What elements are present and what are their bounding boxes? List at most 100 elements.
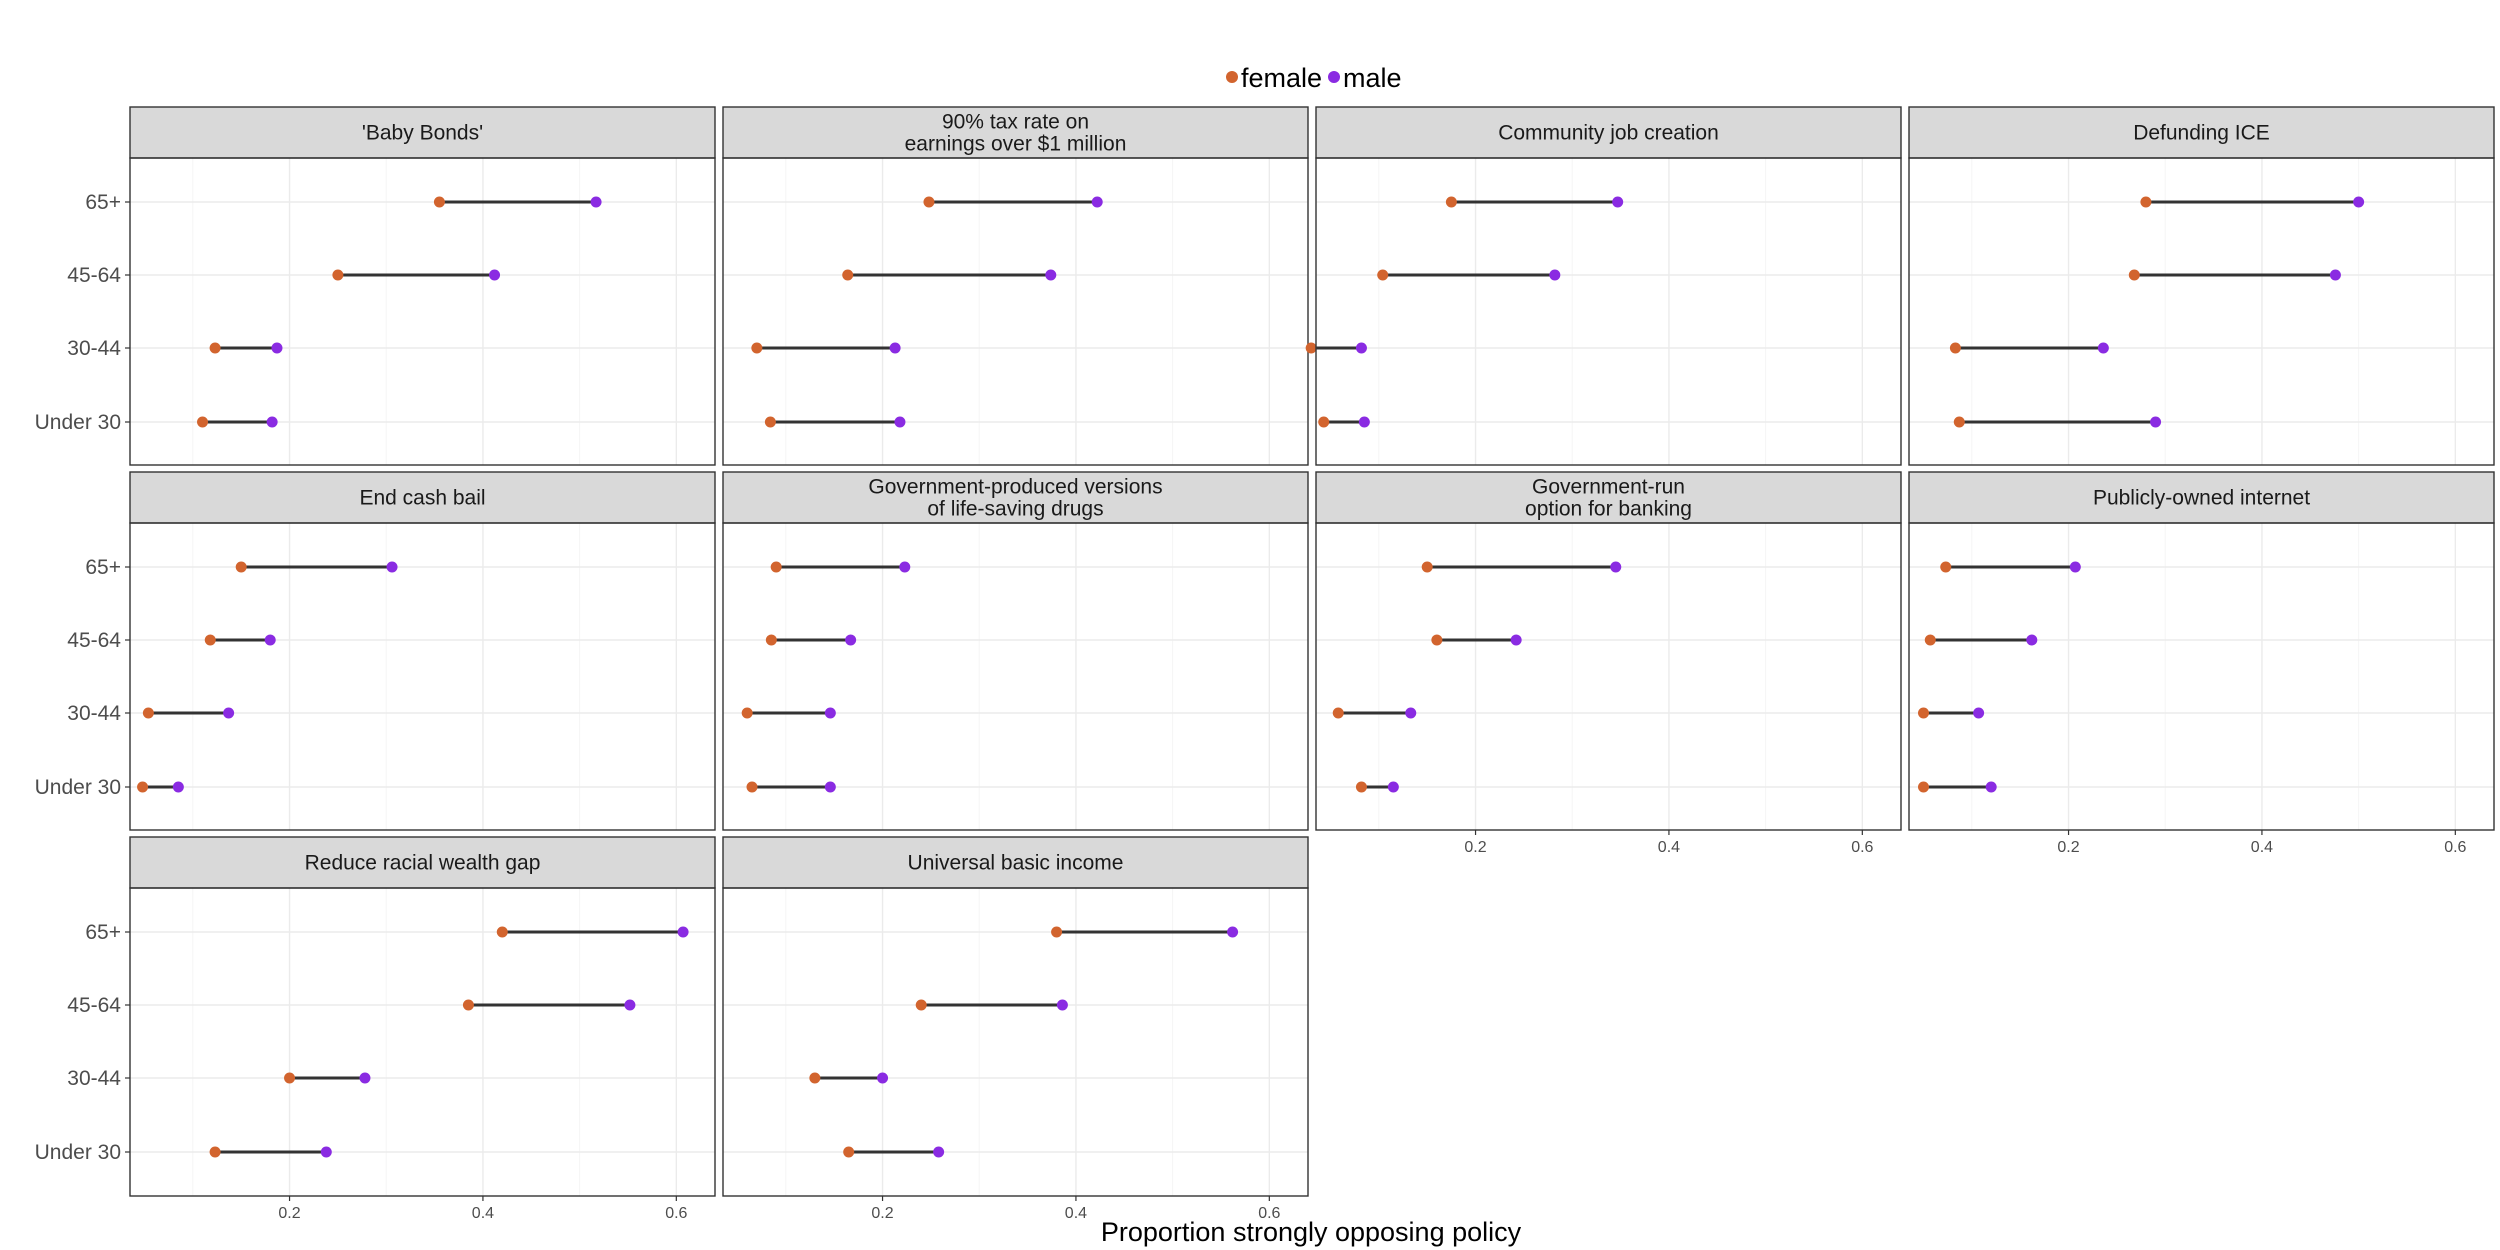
male-point <box>2150 416 2162 428</box>
y-tick-label: 45-64 <box>67 994 121 1017</box>
strip-title: Government-run option for banking <box>1525 476 1692 521</box>
strip-title: End cash bail <box>359 487 485 510</box>
facet-panels: 'Baby Bonds' 65+ 45-64 30-44 Under 30 90% tax… <box>35 106 2495 1222</box>
male-point <box>2097 342 2109 354</box>
facet-panel: 90% tax rate on earnings over $1 million <box>722 106 1309 466</box>
female-point <box>1918 781 1930 793</box>
y-tick-label: Under 30 <box>35 776 121 799</box>
female-point <box>1318 416 1330 428</box>
panel-background <box>130 523 715 830</box>
facet-panel: Publicly-owned internet 0.2 0.4 0.6 <box>1908 471 2495 856</box>
facet-panel: Government-produced versions of life-savi… <box>722 471 1309 831</box>
female-point <box>197 416 209 428</box>
female-point <box>1421 561 1433 573</box>
male-point <box>894 416 906 428</box>
legend-male-label: male <box>1343 63 1402 93</box>
legend-male-dot <box>1328 71 1340 83</box>
panel-background <box>723 888 1308 1196</box>
strip-background <box>722 836 1309 889</box>
panel-background <box>1909 158 2494 465</box>
x-tick-label: 0.4 <box>472 1205 494 1222</box>
y-tick-label: 45-64 <box>67 264 121 287</box>
x-tick-label: 0.4 <box>1658 839 1680 856</box>
male-point <box>271 342 283 354</box>
female-point <box>462 999 474 1011</box>
female-point <box>1305 342 1317 354</box>
male-point <box>223 707 235 719</box>
male-point <box>933 1146 945 1158</box>
facet-panel: Community job creation <box>1305 106 1902 466</box>
male-point <box>1610 561 1622 573</box>
female-point <box>433 196 445 208</box>
male-point <box>1985 781 1997 793</box>
panel-border <box>1315 157 1902 466</box>
female-point <box>235 561 247 573</box>
strip-title: 90% tax rate on earnings over $1 million <box>905 111 1127 156</box>
male-point <box>359 1072 371 1084</box>
male-point <box>266 416 278 428</box>
female-point <box>764 416 776 428</box>
male-point <box>1355 342 1367 354</box>
male-point <box>590 196 602 208</box>
female-point <box>496 926 508 938</box>
legend: female male <box>1226 63 1402 93</box>
female-point <box>741 707 753 719</box>
y-tick-label: 65+ <box>85 556 121 579</box>
female-point <box>1940 561 1952 573</box>
strip-title: Publicly-owned internet <box>2093 487 2310 510</box>
facet-panel: 'Baby Bonds' 65+ 45-64 30-44 Under 30 <box>35 106 716 466</box>
x-tick-label: 0.2 <box>2057 839 2079 856</box>
male-point <box>624 999 636 1011</box>
male-point <box>489 269 501 281</box>
male-point <box>1091 196 1103 208</box>
female-point <box>1924 634 1936 646</box>
panel-border <box>129 157 716 466</box>
x-axis-label: Proportion strongly opposing policy <box>1101 1217 1522 1247</box>
strip-background <box>1315 471 1902 524</box>
panel-background <box>723 158 1308 465</box>
panel-border <box>1908 157 2495 466</box>
female-point <box>2128 269 2140 281</box>
y-tick-label: 65+ <box>85 921 121 944</box>
female-point <box>765 634 777 646</box>
female-point <box>770 561 782 573</box>
male-point <box>824 707 836 719</box>
female-point <box>1445 196 1457 208</box>
strip-title: Government-produced versions of life-savi… <box>868 476 1162 521</box>
strip-background <box>722 471 1309 524</box>
male-point <box>1405 707 1417 719</box>
facet-panel: Reduce racial wealth gap 65+ 45-64 30-44 Und… <box>35 836 716 1222</box>
male-point <box>386 561 398 573</box>
female-point <box>843 1146 855 1158</box>
y-tick-label: 30-44 <box>67 337 121 360</box>
male-point <box>1056 999 1068 1011</box>
panel-background <box>1316 158 1901 465</box>
female-point <box>209 342 221 354</box>
x-tick-label: 0.6 <box>1851 839 1873 856</box>
strip-title: Universal basic income <box>908 852 1124 875</box>
male-point <box>1973 707 1985 719</box>
y-tick-label: Under 30 <box>35 411 121 434</box>
panel-border <box>722 887 1309 1197</box>
panel-background <box>130 888 715 1196</box>
x-tick-label: 0.6 <box>2444 839 2466 856</box>
male-point <box>677 926 689 938</box>
x-tick-label: 0.4 <box>2251 839 2273 856</box>
panel-border <box>722 157 1309 466</box>
strip-title: Defunding ICE <box>2133 122 2270 145</box>
female-point <box>137 781 149 793</box>
x-tick-label: 0.2 <box>871 1205 893 1222</box>
male-point <box>2069 561 2081 573</box>
panel-background <box>723 523 1308 830</box>
female-point <box>842 269 854 281</box>
x-tick-label: 0.6 <box>665 1205 687 1222</box>
female-point <box>746 781 758 793</box>
male-point <box>1358 416 1370 428</box>
y-tick-label: 30-44 <box>67 702 121 725</box>
y-tick-label: 30-44 <box>67 1067 121 1090</box>
legend-female-label: female <box>1241 63 1322 93</box>
female-point <box>1953 416 1965 428</box>
male-point <box>845 634 857 646</box>
y-tick-label: 45-64 <box>67 629 121 652</box>
